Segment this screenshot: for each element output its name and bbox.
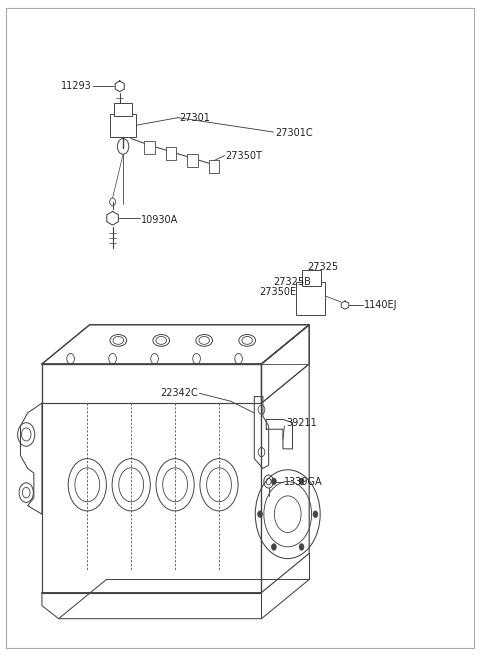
- Circle shape: [313, 511, 318, 518]
- Text: 27301C: 27301C: [275, 129, 312, 138]
- Text: 27350T: 27350T: [226, 150, 263, 161]
- FancyBboxPatch shape: [114, 103, 132, 116]
- FancyBboxPatch shape: [187, 154, 198, 167]
- Circle shape: [299, 478, 304, 485]
- Text: 1140EJ: 1140EJ: [364, 300, 397, 310]
- Circle shape: [258, 511, 263, 518]
- Text: 39211: 39211: [286, 418, 317, 428]
- FancyBboxPatch shape: [110, 114, 136, 136]
- Text: 27350E: 27350E: [259, 287, 296, 297]
- Circle shape: [272, 478, 276, 485]
- FancyBboxPatch shape: [144, 140, 155, 154]
- FancyBboxPatch shape: [302, 270, 321, 285]
- FancyBboxPatch shape: [208, 160, 219, 173]
- Text: 27325: 27325: [307, 262, 338, 272]
- Text: 10930A: 10930A: [141, 215, 179, 224]
- FancyBboxPatch shape: [166, 147, 176, 160]
- Text: 27325B: 27325B: [274, 277, 312, 287]
- FancyBboxPatch shape: [296, 282, 325, 315]
- Text: 22342C: 22342C: [160, 388, 198, 398]
- Circle shape: [299, 544, 304, 550]
- Text: 11293: 11293: [61, 81, 92, 91]
- Circle shape: [272, 544, 276, 550]
- Text: 27301: 27301: [180, 113, 210, 123]
- Text: 1339GA: 1339GA: [284, 476, 323, 487]
